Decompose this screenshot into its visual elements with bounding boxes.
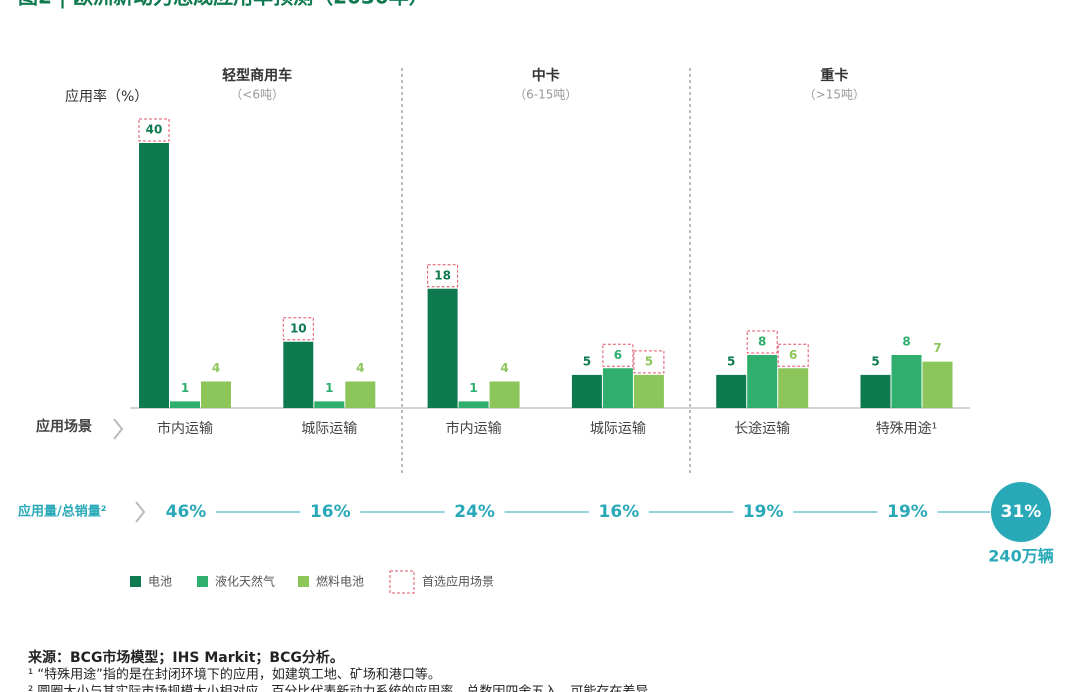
preferred-box: [633, 350, 665, 374]
bar: [571, 374, 602, 408]
preferred-box: [746, 330, 778, 354]
share-value: 46%: [166, 502, 207, 522]
bar: [891, 355, 922, 408]
share-value: 19%: [887, 502, 928, 522]
data-label: 5: [871, 354, 879, 368]
bar: [283, 341, 314, 408]
bar: [427, 288, 458, 408]
x-axis-label: 应用场景: [36, 418, 92, 435]
legend-label: 燃料电池: [316, 574, 364, 589]
x-tick-label: 市内运输: [157, 420, 213, 437]
group-subtitle: （>15吨）: [804, 88, 865, 102]
arrow: [113, 418, 124, 440]
footnote: ² 圆圈大小与其实际市场规模大小相对应，百分比代表新动力系统的应用率，总数因四舍…: [28, 684, 661, 692]
legend-swatch: [197, 576, 208, 587]
share-label: 应用量/总销量²: [18, 504, 106, 520]
preferred-box: [602, 343, 634, 367]
bar: [860, 374, 891, 408]
data-label: 5: [583, 354, 591, 368]
bar: [747, 355, 778, 408]
data-label: 5: [727, 354, 735, 368]
chart-title: 图2 | 欧洲新动力总成应用率预测（2030年）: [18, 0, 429, 9]
x-tick-label: 城际运输: [301, 421, 357, 437]
bar: [170, 401, 200, 408]
data-label: 5: [645, 354, 653, 368]
share-value: 19%: [743, 502, 784, 522]
data-label: 1: [325, 381, 333, 395]
legend-label: 电池: [148, 575, 172, 589]
bar: [139, 143, 169, 408]
bar: [602, 368, 633, 408]
bar: [716, 374, 747, 408]
data-label: 6: [614, 348, 622, 362]
preferred-box: [282, 317, 314, 341]
y-axis-label: 应用率（%）: [65, 88, 148, 105]
data-label: 1: [469, 381, 477, 395]
bar: [778, 368, 809, 408]
arrow: [135, 501, 146, 523]
bar: [314, 401, 345, 408]
preferred-box: [138, 118, 170, 142]
group-title: 重卡: [820, 67, 848, 84]
footnote: 来源：BCG市场模型；IHS Markit；BCG分析。: [27, 649, 344, 666]
share-value: 24%: [454, 502, 495, 522]
total-label: 31%: [1001, 502, 1042, 522]
total-circle: [991, 482, 1051, 542]
data-label: 40: [146, 123, 163, 137]
bar: [458, 401, 489, 408]
legend-swatch: [130, 576, 141, 587]
group-subtitle: （6-15吨）: [514, 88, 577, 102]
legend-preferred: [389, 570, 415, 594]
data-label: 4: [212, 361, 220, 375]
data-label: 18: [434, 268, 451, 282]
preferred-box: [777, 343, 809, 367]
legend-swatch: [298, 576, 309, 587]
bar: [345, 381, 376, 408]
bar: [922, 361, 953, 408]
x-tick-label: 特殊用途¹: [876, 420, 938, 437]
group-title: 中卡: [532, 67, 560, 84]
data-label: 1: [181, 381, 189, 395]
data-label: 8: [902, 335, 910, 349]
x-tick-label: 城际运输: [590, 421, 646, 437]
data-label: 4: [356, 361, 364, 375]
x-tick-label: 长途运输: [734, 420, 790, 437]
footnote: ¹ “特殊用途”指的是在封闭环境下的应用，如建筑工地、矿场和港口等。: [28, 667, 441, 683]
preferred-box: [427, 264, 459, 288]
data-label: 10: [290, 321, 307, 335]
data-label: 6: [789, 348, 797, 362]
bar: [633, 374, 664, 408]
data-label: 8: [758, 335, 766, 349]
legend-label: 首选应用场景: [422, 574, 494, 589]
data-label: 4: [500, 361, 508, 375]
group-title: 轻型商用车: [222, 67, 292, 84]
total-volume: 240万辆: [988, 547, 1053, 566]
group-subtitle: （<6吨）: [230, 88, 284, 102]
bar: [201, 381, 231, 408]
x-tick-label: 市内运输: [446, 420, 502, 437]
bar: [489, 381, 520, 408]
legend-label: 液化天然气: [215, 574, 275, 589]
share-value: 16%: [599, 502, 640, 522]
share-value: 16%: [310, 502, 351, 522]
data-label: 7: [933, 341, 941, 355]
